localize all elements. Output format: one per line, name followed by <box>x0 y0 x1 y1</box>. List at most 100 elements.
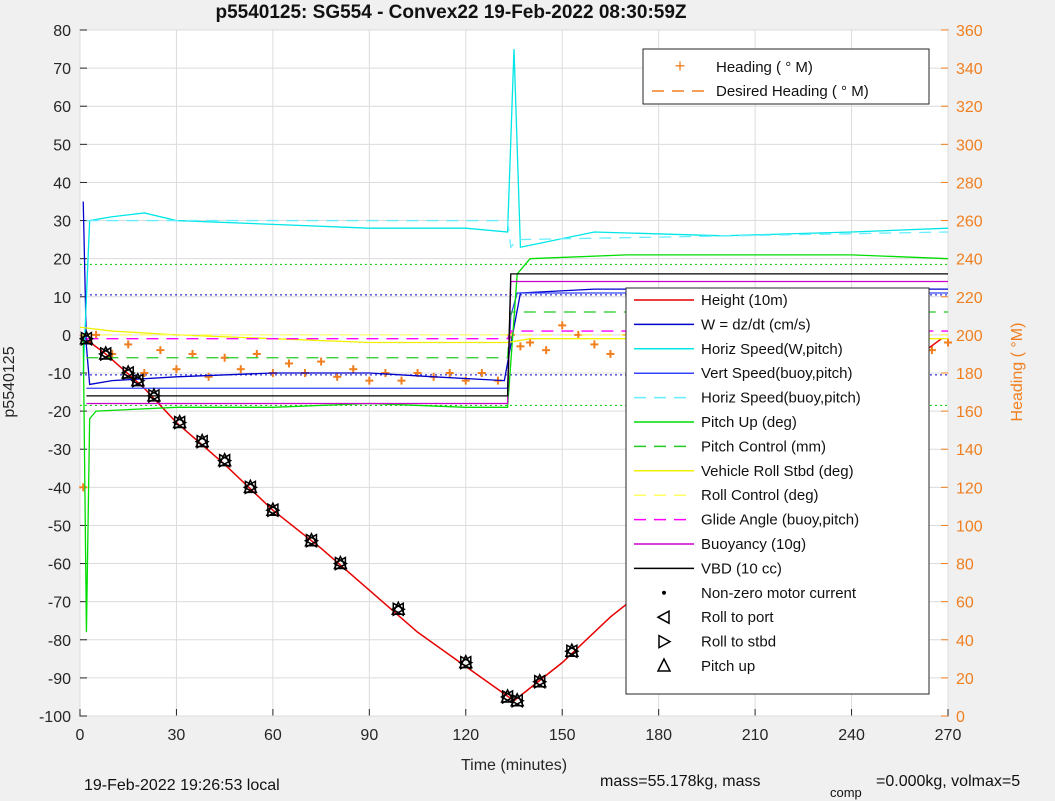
x-tick-label: 180 <box>645 727 672 744</box>
legend-entry: Non-zero motor current <box>701 585 857 602</box>
y2-tick-label: 20 <box>956 671 974 688</box>
marker-point <box>98 345 114 362</box>
y2-tick-label: 40 <box>956 633 974 650</box>
series-line <box>82 49 949 374</box>
heading-point <box>204 372 213 381</box>
heading-point <box>397 376 406 385</box>
marker-point <box>194 432 210 449</box>
y-tick-label: -30 <box>48 442 71 459</box>
y-tick-label: -20 <box>48 404 71 421</box>
marker-point <box>509 692 525 709</box>
y2-tick-label: 320 <box>956 99 983 116</box>
heading-point <box>156 346 165 355</box>
y2-tick-label: 160 <box>956 404 983 421</box>
marker-point <box>532 673 548 689</box>
legend-entry: Pitch Control (mm) <box>701 438 826 455</box>
marker-point <box>172 413 188 430</box>
y2-tick-label: 360 <box>956 23 983 40</box>
y-tick-label: 20 <box>53 252 71 269</box>
x-tick-label: 30 <box>168 727 186 744</box>
y2-tick-label: 300 <box>956 137 983 154</box>
y-tick-label: 60 <box>53 99 71 116</box>
legend-entry: Vert Speed(buoy,pitch) <box>701 365 852 382</box>
footer-local-time: 19-Feb-2022 19:26:53 local <box>84 777 280 794</box>
series-line <box>82 254 949 633</box>
heading-point <box>284 359 293 368</box>
heading-point <box>317 357 326 366</box>
svg-text:+: + <box>675 56 686 76</box>
marker-point <box>217 451 233 468</box>
marker-point <box>242 478 258 495</box>
y2-tick-label: 60 <box>956 595 974 612</box>
chart-title: p5540125: SG554 - Convex22 19-Feb-2022 0… <box>215 2 686 23</box>
y-tick-label: 80 <box>53 23 71 40</box>
y-tick-label: -100 <box>39 709 71 726</box>
legend-entry: Roll to stbd <box>701 634 776 651</box>
series-line <box>86 219 949 249</box>
legend-entry: Vehicle Roll Stbd (deg) <box>701 463 854 480</box>
x-tick-label: 60 <box>264 727 282 744</box>
y-axis-label: p5540125 <box>1 346 18 417</box>
legend-entry: Roll Control (deg) <box>701 487 819 504</box>
heading-point <box>526 338 535 347</box>
legend-entry: Pitch up <box>701 658 755 675</box>
x-axis-label: Time (minutes) <box>461 757 567 774</box>
y2-tick-label: 0 <box>956 709 965 726</box>
y2-tick-label: 120 <box>956 480 983 497</box>
marker-point <box>120 364 136 381</box>
marker-point <box>130 371 146 388</box>
x-tick-label: 120 <box>452 727 479 744</box>
heading-point <box>542 346 551 355</box>
legend-top: + Heading ( ° M) Desired Heading ( ° M) <box>642 48 930 105</box>
y2-tick-label: 80 <box>956 557 974 574</box>
marker-point <box>146 387 162 404</box>
heading-point <box>606 349 615 358</box>
heading-point <box>92 330 101 339</box>
y-tick-label: 40 <box>53 175 71 192</box>
marker-point <box>265 501 281 518</box>
y-tick-label: -70 <box>48 595 71 612</box>
heading-point <box>590 340 599 349</box>
footer-comp-subscript: comp <box>830 785 862 800</box>
y2-tick-label: 340 <box>956 61 983 78</box>
legend-main: Height (10m) W = dz/dt (cm/s) Horiz Speed(… <box>625 287 930 695</box>
legend-swatch <box>656 657 672 672</box>
marker-point <box>303 532 320 548</box>
y2-tick-label: 220 <box>956 290 983 307</box>
y-tick-label: 30 <box>53 214 71 231</box>
y-tick-label: 10 <box>53 290 71 307</box>
legend-entry: Height (10m) <box>701 292 788 309</box>
y-tick-label: 70 <box>53 61 71 78</box>
heading-point <box>79 483 88 492</box>
heading-point <box>333 372 342 381</box>
heading-point <box>944 338 952 347</box>
heading-point <box>365 376 374 385</box>
x-tick-label: 270 <box>935 727 962 744</box>
heading-point <box>381 369 390 377</box>
y2-tick-label: 260 <box>956 214 983 231</box>
heading-point <box>124 340 133 349</box>
legend-entry: Horiz Speed(W,pitch) <box>701 341 843 358</box>
legend-swatch <box>656 609 670 625</box>
legend-entry: VBD (10 cc) <box>701 560 782 577</box>
legend-entry: Glide Angle (buoy,pitch) <box>701 512 859 529</box>
y-tick-label: -90 <box>48 671 71 688</box>
y2-tick-label: 140 <box>956 442 983 459</box>
marker-point <box>390 600 406 617</box>
legend-entry: Buoyancy (10g) <box>701 536 806 553</box>
y-tick-label: 0 <box>62 328 71 345</box>
legend-entry: Roll to port <box>701 609 774 626</box>
marker-point <box>564 642 580 659</box>
heading-point <box>477 369 486 377</box>
y2-tick-label: 180 <box>956 366 983 383</box>
legend-entry: Pitch Up (deg) <box>701 414 797 431</box>
y-tick-label: -50 <box>48 518 71 535</box>
legend-swatch <box>658 634 672 649</box>
y2-axis-label: Heading ( °M) <box>1009 323 1026 422</box>
legend-top-entry: Heading ( ° M) <box>716 59 813 76</box>
footer-volmax: =0.000kg, volmax=5 <box>876 773 1020 790</box>
y-tick-label: -80 <box>48 633 71 650</box>
y2-tick-label: 280 <box>956 175 983 192</box>
series-line <box>86 273 948 397</box>
